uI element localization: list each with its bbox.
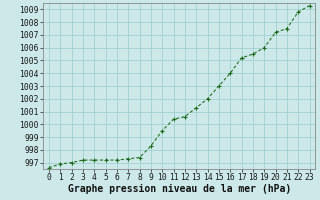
X-axis label: Graphe pression niveau de la mer (hPa): Graphe pression niveau de la mer (hPa) (68, 184, 291, 194)
